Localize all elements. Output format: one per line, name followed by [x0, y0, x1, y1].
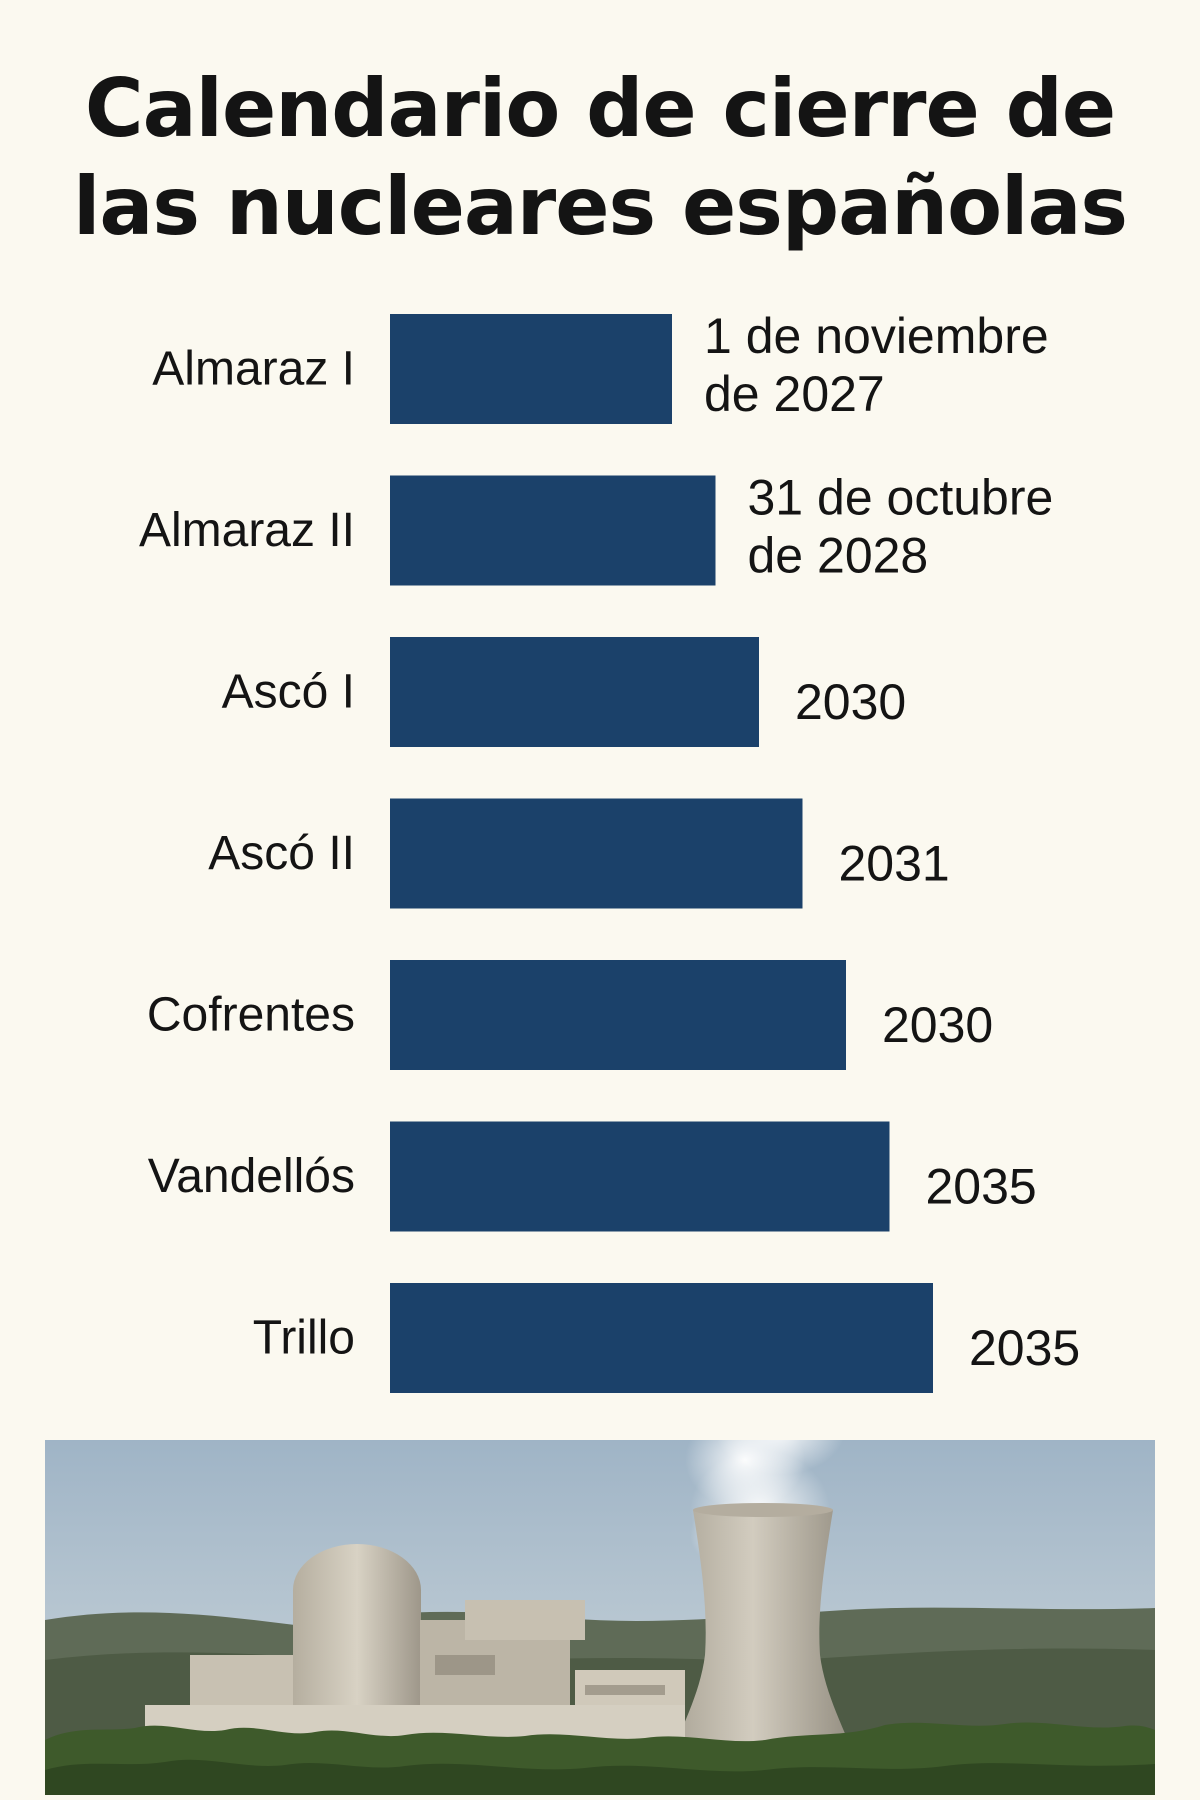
data-label-line: 2030 [795, 674, 906, 730]
category-label-cofrentes: Cofrentes [147, 989, 355, 1042]
bar-asco-ii [390, 798, 803, 909]
closure-bar-chart: Almaraz I 1 de noviembre de 2027 Almaraz II… [139, 308, 1080, 1393]
category-label-asco-ii: Ascó II [208, 827, 355, 880]
data-label-vandellos: 2035 [926, 1159, 1037, 1215]
foreground-bushes [45, 1759, 1155, 1795]
data-label-line: 31 de octubre [748, 470, 1054, 526]
chart-title-line-2: las nucleares españolas [72, 160, 1128, 253]
data-label-line: 1 de noviembre [704, 308, 1049, 364]
nuclear-plant-illustration [45, 1440, 1155, 1795]
bar-cofrentes [390, 960, 846, 1070]
nuclear-plant-photo [45, 1440, 1155, 1795]
data-label-cofrentes: 2030 [882, 997, 993, 1053]
data-label-almaraz-i: 1 de noviembre de 2027 [704, 308, 1049, 422]
bar-almaraz-ii [390, 475, 716, 586]
data-label-line: de 2027 [704, 366, 885, 422]
data-label-line: 2035 [969, 1320, 1080, 1376]
category-label-almaraz-i: Almaraz I [152, 343, 355, 396]
category-label-trillo: Trillo [253, 1312, 355, 1365]
data-label-trillo: 2035 [969, 1320, 1080, 1376]
data-label-line: 2030 [882, 997, 993, 1053]
data-label-asco-i: 2030 [795, 674, 906, 730]
chart-title: Calendario de cierre de las nucleares es… [0, 60, 1200, 256]
data-label-line: 2031 [839, 836, 950, 892]
category-label-asco-i: Ascó I [222, 666, 355, 719]
bar-almaraz-i [390, 314, 672, 424]
data-label-line: 2035 [926, 1159, 1037, 1215]
bar-asco-i [390, 637, 759, 747]
data-label-line: de 2028 [748, 528, 929, 584]
data-label-almaraz-ii: 31 de octubre de 2028 [748, 470, 1054, 584]
data-label-asco-ii: 2031 [839, 836, 950, 892]
category-label-vandellos: Vandellós [148, 1150, 355, 1203]
category-label-almaraz-ii: Almaraz II [139, 504, 355, 557]
cooling-tower [665, 1503, 860, 1770]
bar-trillo [390, 1283, 933, 1393]
bar-vandellos [390, 1121, 890, 1232]
chart-title-line-1: Calendario de cierre de [84, 62, 1116, 155]
